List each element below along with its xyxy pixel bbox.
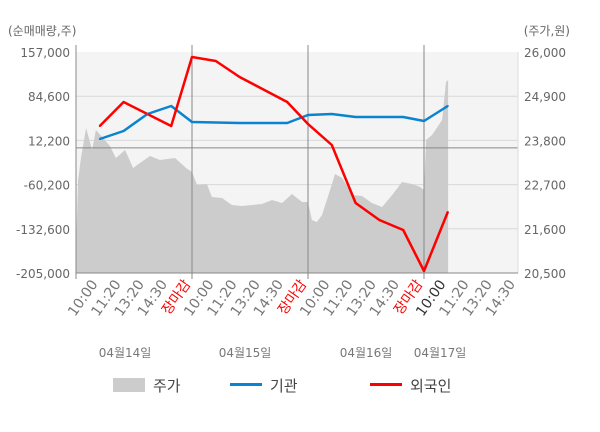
left-tick-label: 12,200 — [28, 134, 70, 148]
left-tick-label: -132,600 — [16, 223, 70, 237]
foreign-point — [191, 56, 193, 59]
institution-point — [354, 116, 357, 119]
foreign-line — [98, 55, 449, 273]
legend-price-swatch — [113, 378, 145, 392]
day-label: 04월17일 — [414, 346, 467, 360]
right-tick-label: 22,700 — [524, 179, 566, 193]
foreign-point — [98, 124, 101, 127]
right-tick-label: 20,500 — [524, 267, 566, 281]
institution-point — [402, 116, 405, 119]
right-axis-ticks: 26,000 24,900 23,800 22,700 21,600 20,500 — [524, 46, 566, 281]
legend-item-foreign[interactable]: 외국인 — [370, 377, 451, 395]
institution-point — [330, 113, 333, 116]
foreign-point — [307, 122, 309, 125]
right-tick-label: 23,800 — [524, 134, 566, 148]
day-label: 04월16일 — [340, 346, 393, 360]
left-tick-label: -205,000 — [16, 267, 70, 281]
foreign-point — [238, 76, 241, 79]
legend-foreign-label: 외국인 — [410, 377, 451, 395]
foreign-point — [170, 124, 173, 127]
legend-institution-label: 기관 — [270, 377, 298, 395]
institution-point — [307, 114, 309, 117]
left-tick-label: -60,200 — [24, 179, 70, 193]
institution-point — [122, 129, 125, 132]
legend-item-price[interactable]: 주가 — [113, 377, 181, 395]
foreign-point — [402, 229, 405, 232]
foreign-point — [122, 100, 125, 103]
legend-foreign-swatch — [370, 383, 402, 386]
institution-point — [286, 122, 289, 125]
foreign-point — [354, 201, 357, 204]
foreign-point — [378, 219, 381, 222]
left-tick-label: 157,000 — [20, 46, 70, 60]
left-axis-title: (순매매량,주) — [8, 24, 76, 38]
legend-item-institution[interactable]: 기관 — [230, 377, 298, 395]
foreign-point — [330, 143, 333, 146]
day-separators — [191, 45, 425, 279]
day-label: 04월14일 — [99, 346, 152, 360]
right-tick-label: 26,000 — [524, 46, 566, 60]
price-area — [76, 80, 449, 273]
legend-price-label: 주가 — [153, 377, 181, 395]
day-label: 04월15일 — [219, 346, 272, 360]
institution-point — [170, 105, 173, 108]
institution-point — [191, 121, 193, 124]
day-labels: 04월14일 04월15일 04월16일 04월17일 — [99, 346, 467, 360]
series-points — [98, 56, 449, 272]
foreign-point — [286, 100, 289, 103]
right-axis-title: (주가,원) — [524, 24, 570, 38]
right-tick-label: 24,900 — [524, 90, 566, 104]
left-tick-label: 84,600 — [28, 90, 70, 104]
foreign-point — [423, 269, 425, 272]
legend-institution-swatch — [230, 383, 262, 386]
x-axis-ticks: 10:0011:2013:2014:30장마감10:0011:2013:2014… — [65, 277, 519, 319]
institution-point — [98, 137, 101, 140]
institution-point — [238, 122, 241, 125]
institution-point — [146, 113, 149, 116]
institution-point — [423, 119, 425, 122]
left-axis-ticks: 157,000 84,600 12,200 -60,200 -132,600 -205,0… — [16, 46, 70, 281]
right-tick-label: 21,600 — [524, 223, 566, 237]
institution-point — [446, 105, 449, 108]
foreign-point — [214, 59, 217, 62]
foreign-point — [446, 211, 449, 214]
legend: 주가 기관 외국인 — [113, 377, 451, 395]
